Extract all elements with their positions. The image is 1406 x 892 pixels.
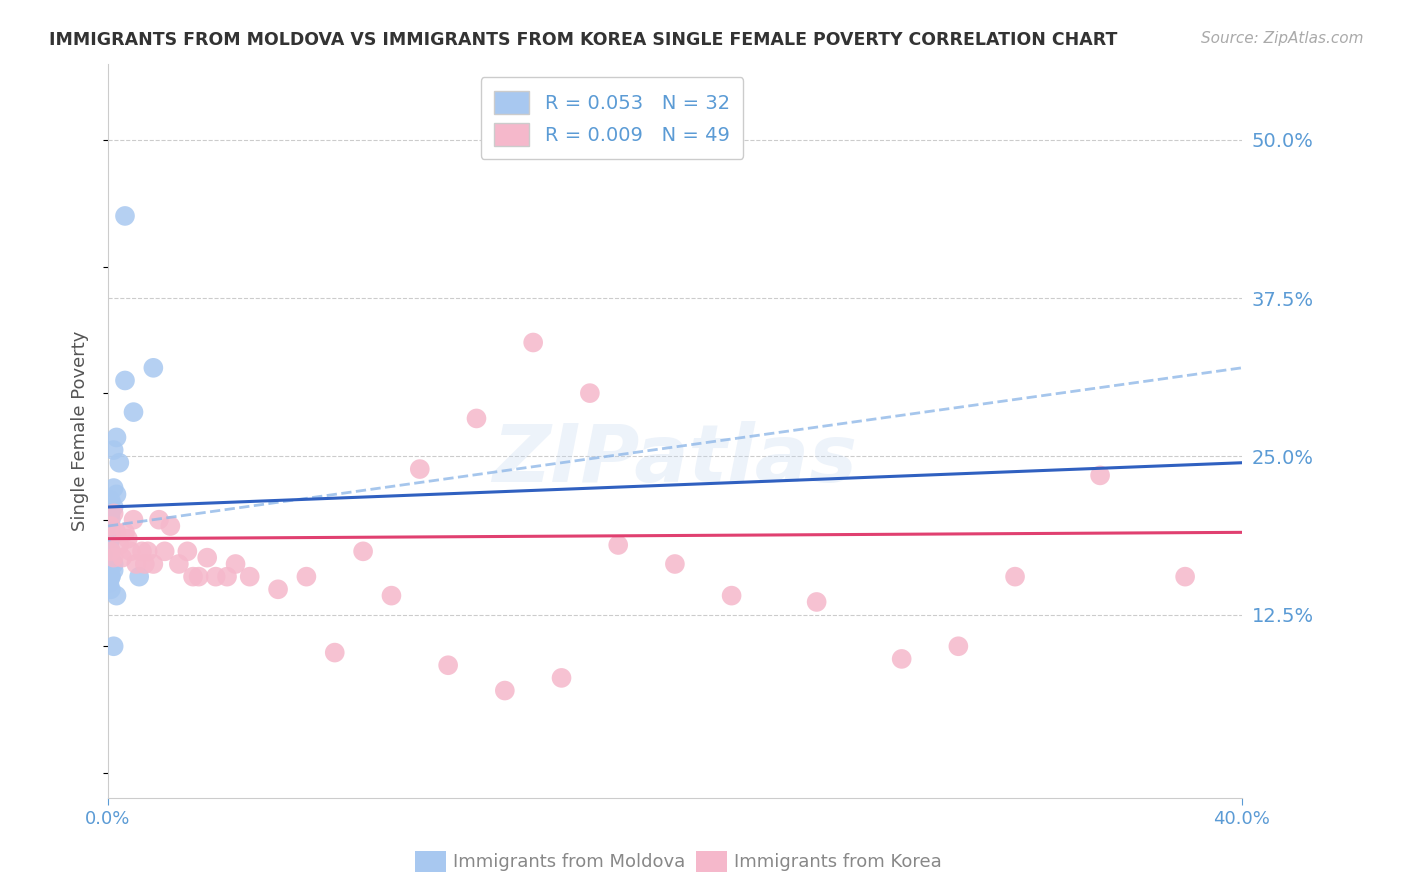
- Point: [100, 507, 122, 521]
- Point: [437, 658, 460, 673]
- Point: [134, 557, 156, 571]
- Point: [142, 557, 165, 571]
- Point: [128, 569, 150, 583]
- Point: [117, 532, 139, 546]
- Point: [323, 646, 346, 660]
- Point: [103, 500, 125, 514]
- Point: [148, 513, 170, 527]
- Point: [100, 544, 122, 558]
- Point: [176, 544, 198, 558]
- Point: [100, 519, 122, 533]
- Point: [120, 544, 142, 558]
- Point: [103, 550, 125, 565]
- Point: [409, 462, 432, 476]
- Point: [103, 557, 125, 571]
- Point: [125, 557, 148, 571]
- Point: [215, 569, 238, 583]
- Point: [100, 557, 122, 571]
- Point: [607, 538, 630, 552]
- Point: [579, 386, 602, 401]
- Point: [167, 557, 190, 571]
- Point: [720, 589, 742, 603]
- Point: [1004, 569, 1026, 583]
- Point: [295, 569, 318, 583]
- Text: IMMIGRANTS FROM MOLDOVA VS IMMIGRANTS FROM KOREA SINGLE FEMALE POVERTY CORRELATI: IMMIGRANTS FROM MOLDOVA VS IMMIGRANTS FR…: [49, 31, 1118, 49]
- Point: [195, 550, 218, 565]
- Point: [100, 493, 122, 508]
- Point: [105, 589, 128, 603]
- Point: [806, 595, 828, 609]
- Point: [465, 411, 488, 425]
- Point: [105, 525, 128, 540]
- Point: [100, 532, 122, 546]
- Point: [494, 683, 516, 698]
- Point: [1088, 468, 1111, 483]
- Point: [204, 569, 226, 583]
- Point: [187, 569, 209, 583]
- Point: [181, 569, 204, 583]
- Point: [108, 538, 131, 552]
- Text: Immigrants from Korea: Immigrants from Korea: [734, 853, 942, 871]
- Point: [380, 589, 402, 603]
- Point: [100, 513, 122, 527]
- Point: [103, 481, 125, 495]
- Point: [153, 544, 176, 558]
- Point: [100, 569, 122, 583]
- Point: [664, 557, 686, 571]
- Point: [105, 487, 128, 501]
- Point: [103, 563, 125, 577]
- Point: [136, 544, 159, 558]
- Point: [100, 569, 122, 583]
- Point: [225, 557, 247, 571]
- Point: [114, 525, 136, 540]
- Point: [98, 519, 121, 533]
- Text: Source: ZipAtlas.com: Source: ZipAtlas.com: [1201, 31, 1364, 46]
- Text: Immigrants from Moldova: Immigrants from Moldova: [453, 853, 685, 871]
- Point: [352, 544, 374, 558]
- Point: [100, 582, 122, 597]
- Point: [98, 569, 121, 583]
- Point: [103, 507, 125, 521]
- Point: [100, 525, 122, 540]
- Point: [159, 519, 181, 533]
- Point: [103, 443, 125, 458]
- Point: [108, 456, 131, 470]
- Point: [1174, 569, 1197, 583]
- Point: [142, 360, 165, 375]
- Text: ZIPatlas: ZIPatlas: [492, 421, 858, 500]
- Point: [98, 519, 121, 533]
- Point: [98, 576, 121, 591]
- Point: [105, 430, 128, 444]
- Point: [122, 513, 145, 527]
- Point: [98, 550, 121, 565]
- Point: [122, 405, 145, 419]
- Point: [100, 544, 122, 558]
- Point: [111, 550, 134, 565]
- Point: [550, 671, 572, 685]
- Y-axis label: Single Female Poverty: Single Female Poverty: [72, 331, 89, 532]
- Point: [98, 544, 121, 558]
- Point: [114, 374, 136, 388]
- Point: [239, 569, 262, 583]
- Point: [890, 652, 912, 666]
- Point: [948, 640, 970, 654]
- Point: [103, 640, 125, 654]
- Point: [131, 544, 153, 558]
- Legend: R = 0.053   N = 32, R = 0.009   N = 49: R = 0.053 N = 32, R = 0.009 N = 49: [481, 78, 744, 160]
- Point: [267, 582, 290, 597]
- Point: [522, 335, 544, 350]
- Point: [98, 538, 121, 552]
- Point: [114, 209, 136, 223]
